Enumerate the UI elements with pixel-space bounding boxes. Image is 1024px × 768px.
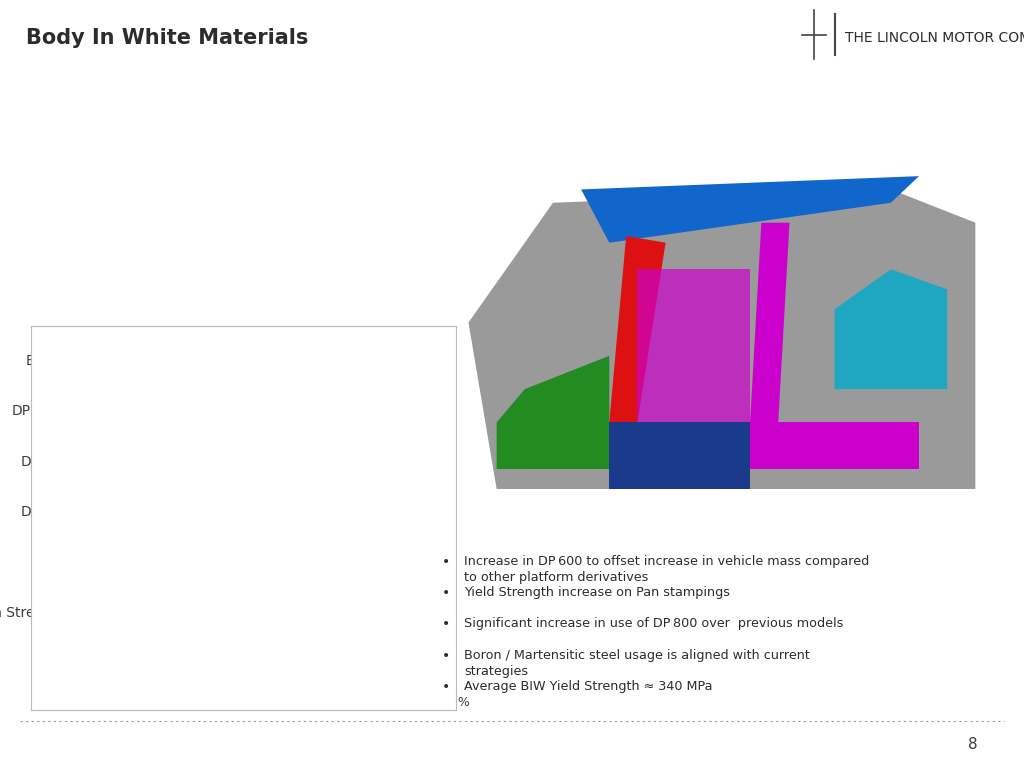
- Bar: [72, 498, 410, 524]
- Text: THE LINCOLN MOTOR COMPANY: THE LINCOLN MOTOR COMPANY: [845, 31, 1024, 45]
- Bar: [72, 447, 279, 473]
- Polygon shape: [469, 190, 976, 489]
- Text: •: •: [441, 586, 450, 601]
- Text: Average BIW Yield Strength ≈ 340 MPa: Average BIW Yield Strength ≈ 340 MPa: [465, 680, 713, 693]
- Text: Increase in DP 600 to offset increase in vehicle mass compared
to other platform: Increase in DP 600 to offset increase in…: [465, 555, 869, 584]
- Polygon shape: [750, 223, 790, 422]
- Text: Significant increase in use of DP 800 over  previous models: Significant increase in use of DP 800 ov…: [465, 617, 844, 631]
- Polygon shape: [582, 176, 920, 243]
- Text: •: •: [441, 555, 450, 569]
- Polygon shape: [497, 356, 609, 469]
- Polygon shape: [637, 270, 750, 422]
- Text: Body In White Materials: Body In White Materials: [26, 28, 308, 48]
- Bar: [72, 346, 264, 372]
- Polygon shape: [609, 422, 750, 489]
- Bar: [72, 598, 326, 625]
- Text: 8: 8: [968, 737, 978, 753]
- Text: •: •: [441, 617, 450, 631]
- Bar: [72, 649, 401, 675]
- Polygon shape: [835, 270, 947, 389]
- Bar: [72, 548, 279, 574]
- Polygon shape: [524, 422, 920, 469]
- Text: Yield Strength increase on Pan stampings: Yield Strength increase on Pan stampings: [465, 586, 730, 599]
- Bar: [72, 396, 133, 423]
- Text: •: •: [441, 649, 450, 663]
- Text: •: •: [441, 680, 450, 694]
- Text: Boron / Martensitic steel usage is aligned with current
strategies: Boron / Martensitic steel usage is align…: [465, 649, 810, 678]
- Polygon shape: [609, 236, 666, 422]
